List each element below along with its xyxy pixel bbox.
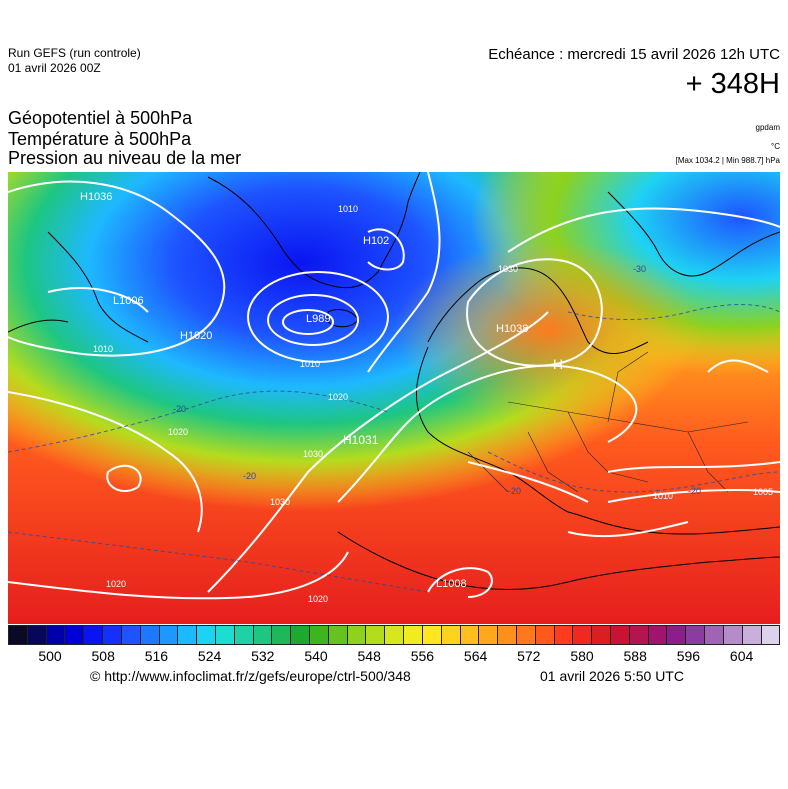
pressure-minmax: [Max 1034.2 | Min 988.7] hPa bbox=[675, 156, 780, 165]
scale-swatch bbox=[8, 625, 28, 645]
scale-swatch bbox=[291, 625, 310, 645]
scale-tick-label: 508 bbox=[91, 648, 115, 664]
run-date: 01 avril 2026 00Z bbox=[8, 61, 101, 75]
title-temperature: Température à 500hPa bbox=[8, 129, 192, 149]
high-scandinavia-label: H bbox=[553, 356, 563, 372]
isobar-1010-label: 1010 bbox=[653, 491, 673, 501]
scale-tick-label: 548 bbox=[357, 648, 381, 664]
scale-swatch bbox=[215, 625, 235, 645]
scale-swatch bbox=[404, 625, 423, 645]
temp-minus20-label: -20 bbox=[688, 486, 701, 496]
scale-swatch bbox=[310, 625, 329, 645]
scale-swatch bbox=[573, 625, 593, 645]
scale-swatch bbox=[272, 625, 292, 645]
temp-minus30-label: -30 bbox=[633, 264, 646, 274]
temp-minus20-label: -20 bbox=[508, 486, 521, 496]
isobar-1010-label: 1010 bbox=[300, 359, 320, 369]
scale-swatch bbox=[159, 625, 179, 645]
scale-swatch bbox=[498, 625, 517, 645]
scale-tick-label: 588 bbox=[623, 648, 647, 664]
low-1008-label: L1008 bbox=[436, 578, 467, 590]
temperature-isotherms bbox=[8, 304, 780, 593]
scale-swatch bbox=[479, 625, 499, 645]
scale-swatch bbox=[592, 625, 611, 645]
high-1020-label: H1020 bbox=[180, 330, 212, 342]
scale-swatch bbox=[422, 625, 442, 645]
scale-swatch bbox=[366, 625, 386, 645]
scale-tick-label: 516 bbox=[144, 648, 169, 664]
scale-swatch bbox=[611, 625, 630, 645]
scale-swatch bbox=[460, 625, 480, 645]
low-1006-label: L1006 bbox=[113, 295, 144, 307]
scale-swatch bbox=[761, 625, 781, 645]
isobar-1030-label: 1030 bbox=[270, 497, 290, 507]
scale-swatch bbox=[347, 625, 367, 645]
isobar-1020-label: 1020 bbox=[106, 579, 126, 589]
scale-swatch bbox=[121, 625, 141, 645]
scale-swatch bbox=[197, 625, 216, 645]
title-pressure: Pression au niveau de la mer bbox=[8, 148, 242, 168]
scale-swatch bbox=[46, 625, 66, 645]
high-1036-label: H1036 bbox=[80, 191, 112, 203]
source-url[interactable]: © http://www.infoclimat.fr/z/gefs/europe… bbox=[90, 668, 411, 684]
run-title: Run GEFS (run controle) bbox=[8, 46, 141, 60]
unit-celsius: °C bbox=[771, 142, 780, 151]
scale-swatch bbox=[516, 625, 536, 645]
scale-tick-label: 524 bbox=[197, 648, 222, 664]
isobar-1030-label: 1030 bbox=[498, 264, 518, 274]
high-1031-label: H1031 bbox=[343, 433, 379, 447]
scale-swatch bbox=[686, 625, 706, 645]
scale-swatch bbox=[441, 625, 461, 645]
valid-time: Echéance : mercredi 15 avril 2026 12h UT… bbox=[488, 46, 780, 63]
scale-tick-label: 596 bbox=[676, 648, 701, 664]
scale-swatch bbox=[27, 625, 47, 645]
low-989-label: L989 bbox=[306, 313, 330, 325]
isobar-1010-label: 1010 bbox=[93, 344, 113, 354]
scale-tick-label: 580 bbox=[570, 648, 594, 664]
scale-tick-label: 604 bbox=[729, 648, 754, 664]
generated-time: 01 avril 2026 5:50 UTC bbox=[540, 668, 684, 684]
country-borders bbox=[467, 351, 749, 493]
isobar-1030-label: 1030 bbox=[303, 449, 323, 459]
high-1038-label: H1038 bbox=[496, 323, 528, 335]
scale-tick-label: 540 bbox=[304, 648, 328, 664]
scale-swatch bbox=[705, 625, 724, 645]
warm-scandinavia bbox=[8, 172, 780, 624]
scale-swatch bbox=[385, 625, 405, 645]
scale-tick-label: 556 bbox=[410, 648, 435, 664]
isobar-1010-label: 1010 bbox=[338, 204, 358, 214]
scale-swatch bbox=[65, 625, 85, 645]
scale-swatch bbox=[178, 625, 198, 645]
isobar-1020-label: 1020 bbox=[168, 427, 188, 437]
scale-swatch bbox=[667, 625, 687, 645]
temp-minus20-label: -20 bbox=[173, 404, 186, 414]
scale-tick-label: 532 bbox=[251, 648, 275, 664]
temp-minus20-label: -20 bbox=[243, 471, 256, 481]
scale-swatch bbox=[629, 625, 649, 645]
scale-swatch bbox=[234, 625, 254, 645]
isobar-1020-label: 1020 bbox=[328, 392, 348, 402]
color-scale bbox=[8, 625, 781, 645]
high-102-label: H102 bbox=[363, 235, 389, 247]
isobar-1005-label: 1005 bbox=[753, 487, 773, 497]
lead-time: + 348H bbox=[685, 68, 780, 100]
scale-swatch bbox=[535, 625, 555, 645]
scale-swatch bbox=[140, 625, 160, 645]
scale-tick-label: 500 bbox=[38, 648, 62, 664]
weather-map: H1036 H102 L1006 H1020 L989 H1038 H H103… bbox=[8, 172, 780, 624]
isobars bbox=[8, 172, 780, 600]
scale-tick-label: 564 bbox=[463, 648, 488, 664]
scale-tick-label: 572 bbox=[517, 648, 541, 664]
title-geopotential: Géopotentiel à 500hPa bbox=[8, 108, 193, 128]
scale-swatch bbox=[554, 625, 574, 645]
scale-swatch bbox=[103, 625, 122, 645]
scale-swatch bbox=[328, 625, 348, 645]
scale-swatch bbox=[723, 625, 743, 645]
scale-swatch bbox=[253, 625, 273, 645]
unit-gpdam: gpdam bbox=[755, 123, 780, 132]
scale-swatch bbox=[84, 625, 104, 645]
scale-swatch bbox=[742, 625, 762, 645]
scale-swatch bbox=[648, 625, 668, 645]
isobar-1020-label: 1020 bbox=[308, 594, 328, 604]
